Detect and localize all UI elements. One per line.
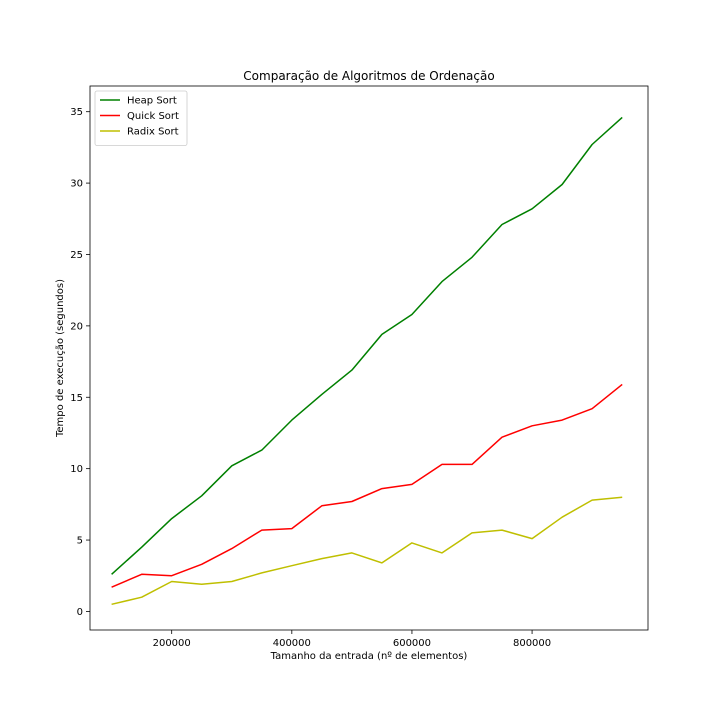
x-tick-label: 400000 — [273, 638, 311, 649]
legend-box — [94, 90, 188, 146]
x-tick-label: 800000 — [513, 638, 551, 649]
x-axis-label: Tamanho da entrada (nº de elementos) — [270, 651, 468, 662]
y-tick-label: 15 — [70, 393, 83, 404]
x-tick-label: 600000 — [393, 638, 431, 649]
legend-label: Quick Sort — [127, 111, 179, 122]
y-axis-label: Tempo de execução (segundos) — [55, 279, 66, 438]
series-line-quick-sort — [111, 383, 623, 588]
y-tick-label: 25 — [70, 250, 83, 261]
y-tick-label: 20 — [70, 321, 83, 332]
y-tick-label: 0 — [77, 607, 83, 618]
chart-title: Comparação de Algoritmos de Ordenação — [243, 69, 494, 83]
series-line-heap-sort — [111, 116, 623, 575]
y-tick-label: 30 — [70, 179, 83, 190]
x-tick-label: 200000 — [153, 638, 191, 649]
y-tick-label: 5 — [77, 536, 83, 547]
y-tick-label: 35 — [70, 107, 83, 118]
series-line-radix-sort — [111, 496, 623, 606]
y-tick-label: 10 — [70, 464, 83, 475]
legend-label: Heap Sort — [127, 96, 177, 107]
legend-label: Radix Sort — [127, 127, 179, 138]
plot-frame — [89, 85, 649, 631]
